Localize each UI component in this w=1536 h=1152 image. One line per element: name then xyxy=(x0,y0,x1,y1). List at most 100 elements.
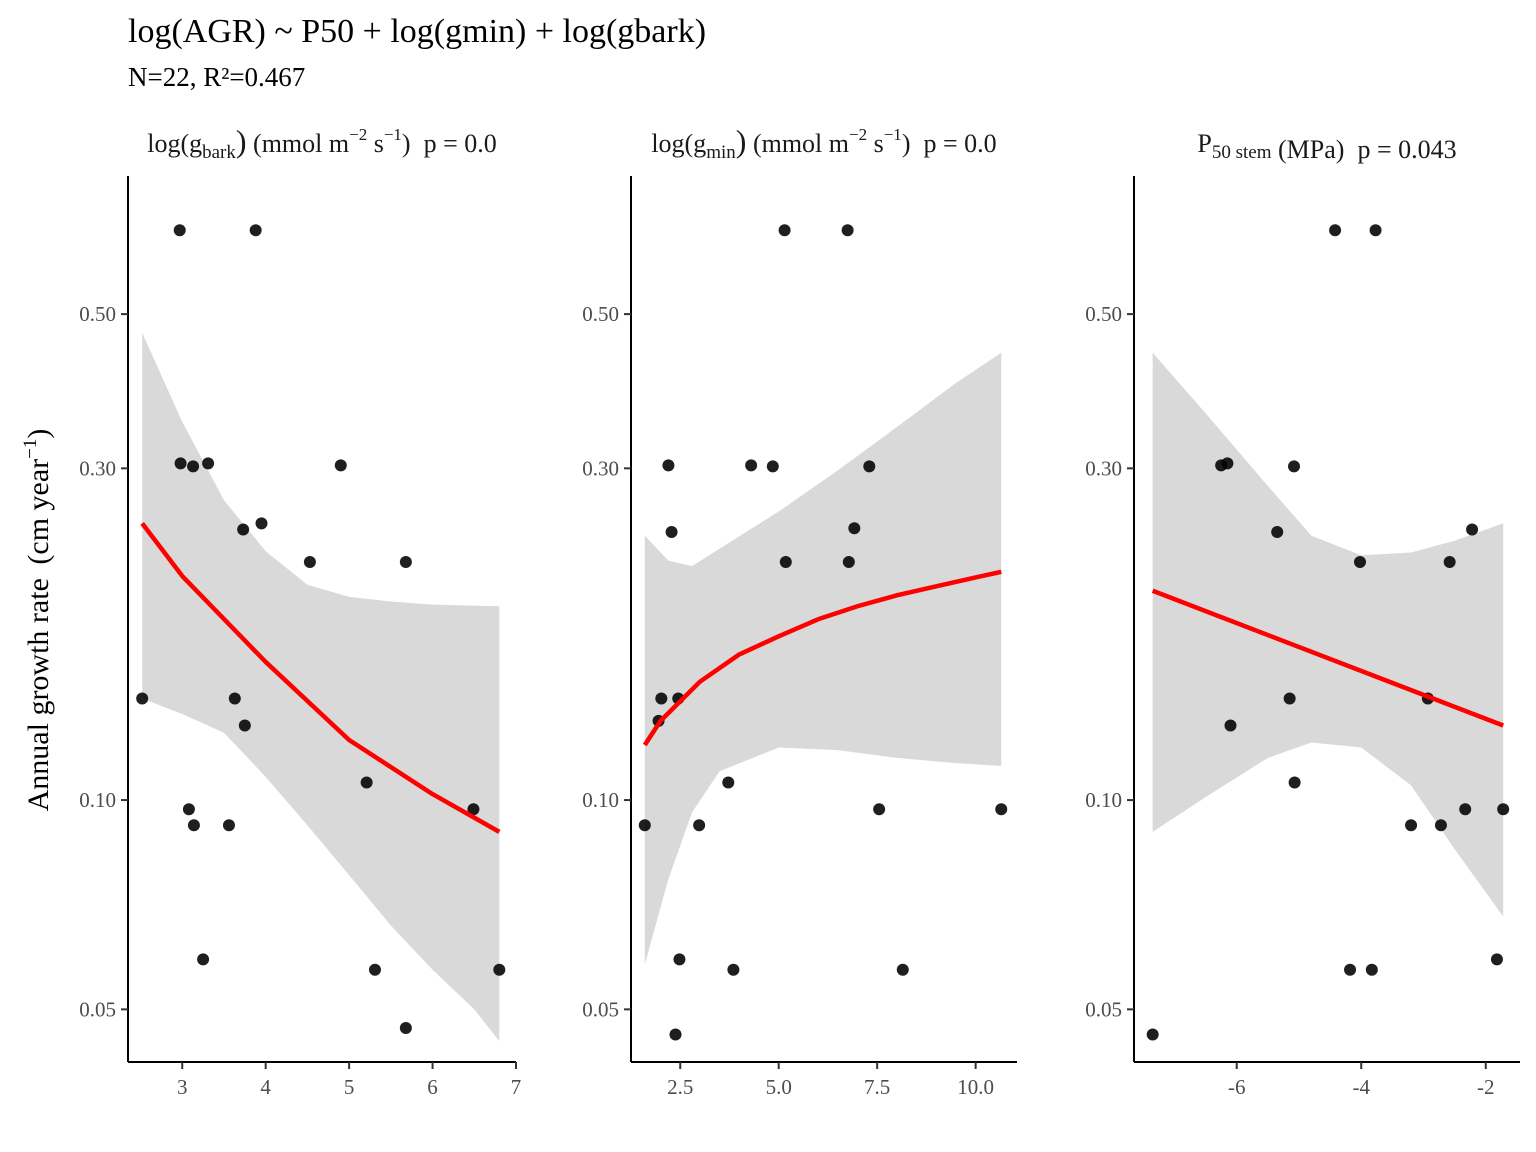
data-point xyxy=(669,1028,682,1041)
strip-unit-sup: −1 xyxy=(384,125,402,144)
data-point xyxy=(136,692,149,705)
data-point xyxy=(1288,776,1301,789)
data-point xyxy=(1146,1028,1159,1041)
data-point xyxy=(1497,803,1510,816)
data-point xyxy=(303,556,316,569)
strip-p-value: p = 0.043 xyxy=(1344,135,1456,164)
data-point xyxy=(863,460,876,473)
data-point xyxy=(1224,719,1237,732)
y-axis-title-unit-close: ) xyxy=(22,429,55,439)
data-point xyxy=(1353,556,1366,569)
data-point xyxy=(1369,224,1382,237)
data-point xyxy=(727,963,740,976)
y-axis-title-unit-sup: −1 xyxy=(20,439,41,459)
y-tick-label: 0.50 xyxy=(1085,302,1122,326)
data-point xyxy=(1329,224,1342,237)
data-point xyxy=(1344,963,1357,976)
plot-area xyxy=(136,224,506,1042)
x-tick-label: 7 xyxy=(511,1075,522,1099)
data-point xyxy=(1459,803,1472,816)
strip-p-value: p = 0.0 xyxy=(411,129,497,158)
strip-unit-close: ) xyxy=(902,129,911,158)
data-point xyxy=(334,459,347,472)
panel-p50: 0.05 0.10 0.30 0.50 -6 -4 -2 P50 stem (MPa) p =… xyxy=(1085,129,1520,1099)
x-tick-label: 4 xyxy=(260,1075,271,1099)
strip-unit-sup: −1 xyxy=(884,125,902,144)
data-point xyxy=(228,692,241,705)
y-tick-label: 0.05 xyxy=(1085,997,1122,1021)
data-point xyxy=(1288,460,1301,473)
data-point xyxy=(655,692,668,705)
data-point xyxy=(662,459,675,472)
strip-p-value: p = 0.0 xyxy=(910,129,996,158)
strip-label: log(gbark) (mmol m−2 s−1) p = 0.0 xyxy=(147,123,497,163)
strip-unit: (MPa) xyxy=(1272,135,1345,164)
data-point xyxy=(1221,457,1234,470)
y-tick-label: 0.30 xyxy=(79,456,116,480)
strip-var-sub: min xyxy=(706,142,736,163)
y-tick-label: 0.10 xyxy=(582,788,619,812)
confidence-band xyxy=(644,352,1002,965)
data-point xyxy=(182,803,195,816)
x-tick-label: -4 xyxy=(1352,1075,1370,1099)
data-point xyxy=(238,719,251,732)
data-point xyxy=(1365,963,1378,976)
y-tick-label: 0.10 xyxy=(79,788,116,812)
data-point xyxy=(202,457,215,470)
y-axis-title: Annual growth rate (cm year−1) xyxy=(20,429,55,812)
data-point xyxy=(249,224,262,237)
strip-unit-mid: s xyxy=(367,129,384,158)
x-tick-label: 3 xyxy=(177,1075,188,1099)
data-point xyxy=(841,224,854,237)
data-point xyxy=(766,460,779,473)
data-point xyxy=(174,457,187,470)
data-point xyxy=(665,525,678,538)
strip-unit-sup: −2 xyxy=(849,125,867,144)
data-point xyxy=(638,819,651,832)
x-tick-label: -6 xyxy=(1228,1075,1246,1099)
data-point xyxy=(842,556,855,569)
y-tick-label: 0.05 xyxy=(79,997,116,1021)
data-point xyxy=(399,1022,412,1035)
y-axis-title-unit: (cm year xyxy=(22,459,55,565)
data-point xyxy=(1283,692,1296,705)
strip-p50: P50 stem (MPa) p = 0.043 xyxy=(1197,129,1456,164)
data-point xyxy=(467,803,480,816)
fit-line xyxy=(140,522,501,834)
data-point xyxy=(493,963,506,976)
data-point xyxy=(187,460,200,473)
strip-label: P50 stem (MPa) p = 0.043 xyxy=(1197,129,1456,164)
strip-var-close: ) xyxy=(236,123,247,159)
data-point xyxy=(673,953,686,966)
x-tick-label: 5.0 xyxy=(766,1075,792,1099)
data-point xyxy=(197,953,210,966)
strip-var: P xyxy=(1197,129,1211,158)
y-tick-label: 0.50 xyxy=(582,302,619,326)
strip-label: log(gmin) (mmol m−2 s−1) p = 0.0 xyxy=(651,123,996,163)
data-point xyxy=(778,224,791,237)
data-point xyxy=(360,776,373,789)
x-tick-label: 5 xyxy=(344,1075,355,1099)
strip-unit-sup: −2 xyxy=(349,125,367,144)
data-point xyxy=(173,224,186,237)
fit-line xyxy=(642,569,1002,747)
confidence-band xyxy=(142,332,500,1042)
data-point xyxy=(222,819,235,832)
data-point xyxy=(1271,525,1284,538)
data-point xyxy=(1466,523,1479,536)
y-tick-label: 0.05 xyxy=(582,997,619,1021)
x-tick-label: -2 xyxy=(1477,1075,1495,1099)
fit-line xyxy=(1151,588,1504,728)
plot-subtitle: N=22, R²=0.467 xyxy=(128,62,305,92)
data-point xyxy=(722,776,735,789)
y-tick-label: 0.50 xyxy=(79,302,116,326)
data-point xyxy=(255,517,268,530)
data-point xyxy=(1443,556,1456,569)
data-point xyxy=(237,523,250,536)
data-point xyxy=(399,556,412,569)
panel-gmin: 0.05 0.10 0.30 0.50 2.5 5.0 7.5 10.0 log(gmin) (… xyxy=(582,123,1017,1099)
strip-var-sub: bark xyxy=(202,142,236,163)
